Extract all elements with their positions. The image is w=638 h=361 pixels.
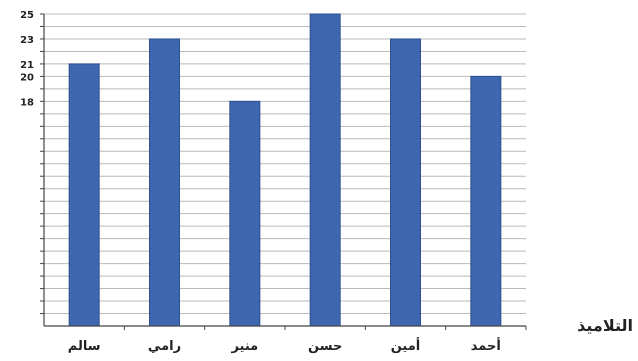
y-tick-label: 18 <box>20 97 34 108</box>
y-tick-label: 20 <box>20 72 34 83</box>
bar-2 <box>229 100 261 327</box>
axes <box>40 13 527 330</box>
y-tick-label: 23 <box>20 35 34 46</box>
bar-1 <box>149 38 180 327</box>
y-tick-label: 21 <box>20 60 34 71</box>
bar-0 <box>68 63 100 327</box>
x-axis-title: التلاميذ <box>577 316 633 335</box>
category-label: رامي <box>148 339 181 354</box>
category-label: سالم <box>68 339 101 354</box>
category-label: حسن <box>308 339 342 354</box>
category-label: أمين <box>391 337 421 354</box>
category-label: منير <box>230 339 258 354</box>
bar-4 <box>390 38 421 327</box>
bar-5 <box>470 75 502 327</box>
bars <box>68 13 502 327</box>
grid-lines <box>44 13 526 315</box>
y-tick-label: 25 <box>20 10 34 21</box>
category-labels: سالم رامي منير حسن أمين أحمد <box>68 337 501 354</box>
bar-3 <box>309 13 341 327</box>
category-label: أحمد <box>471 337 501 354</box>
